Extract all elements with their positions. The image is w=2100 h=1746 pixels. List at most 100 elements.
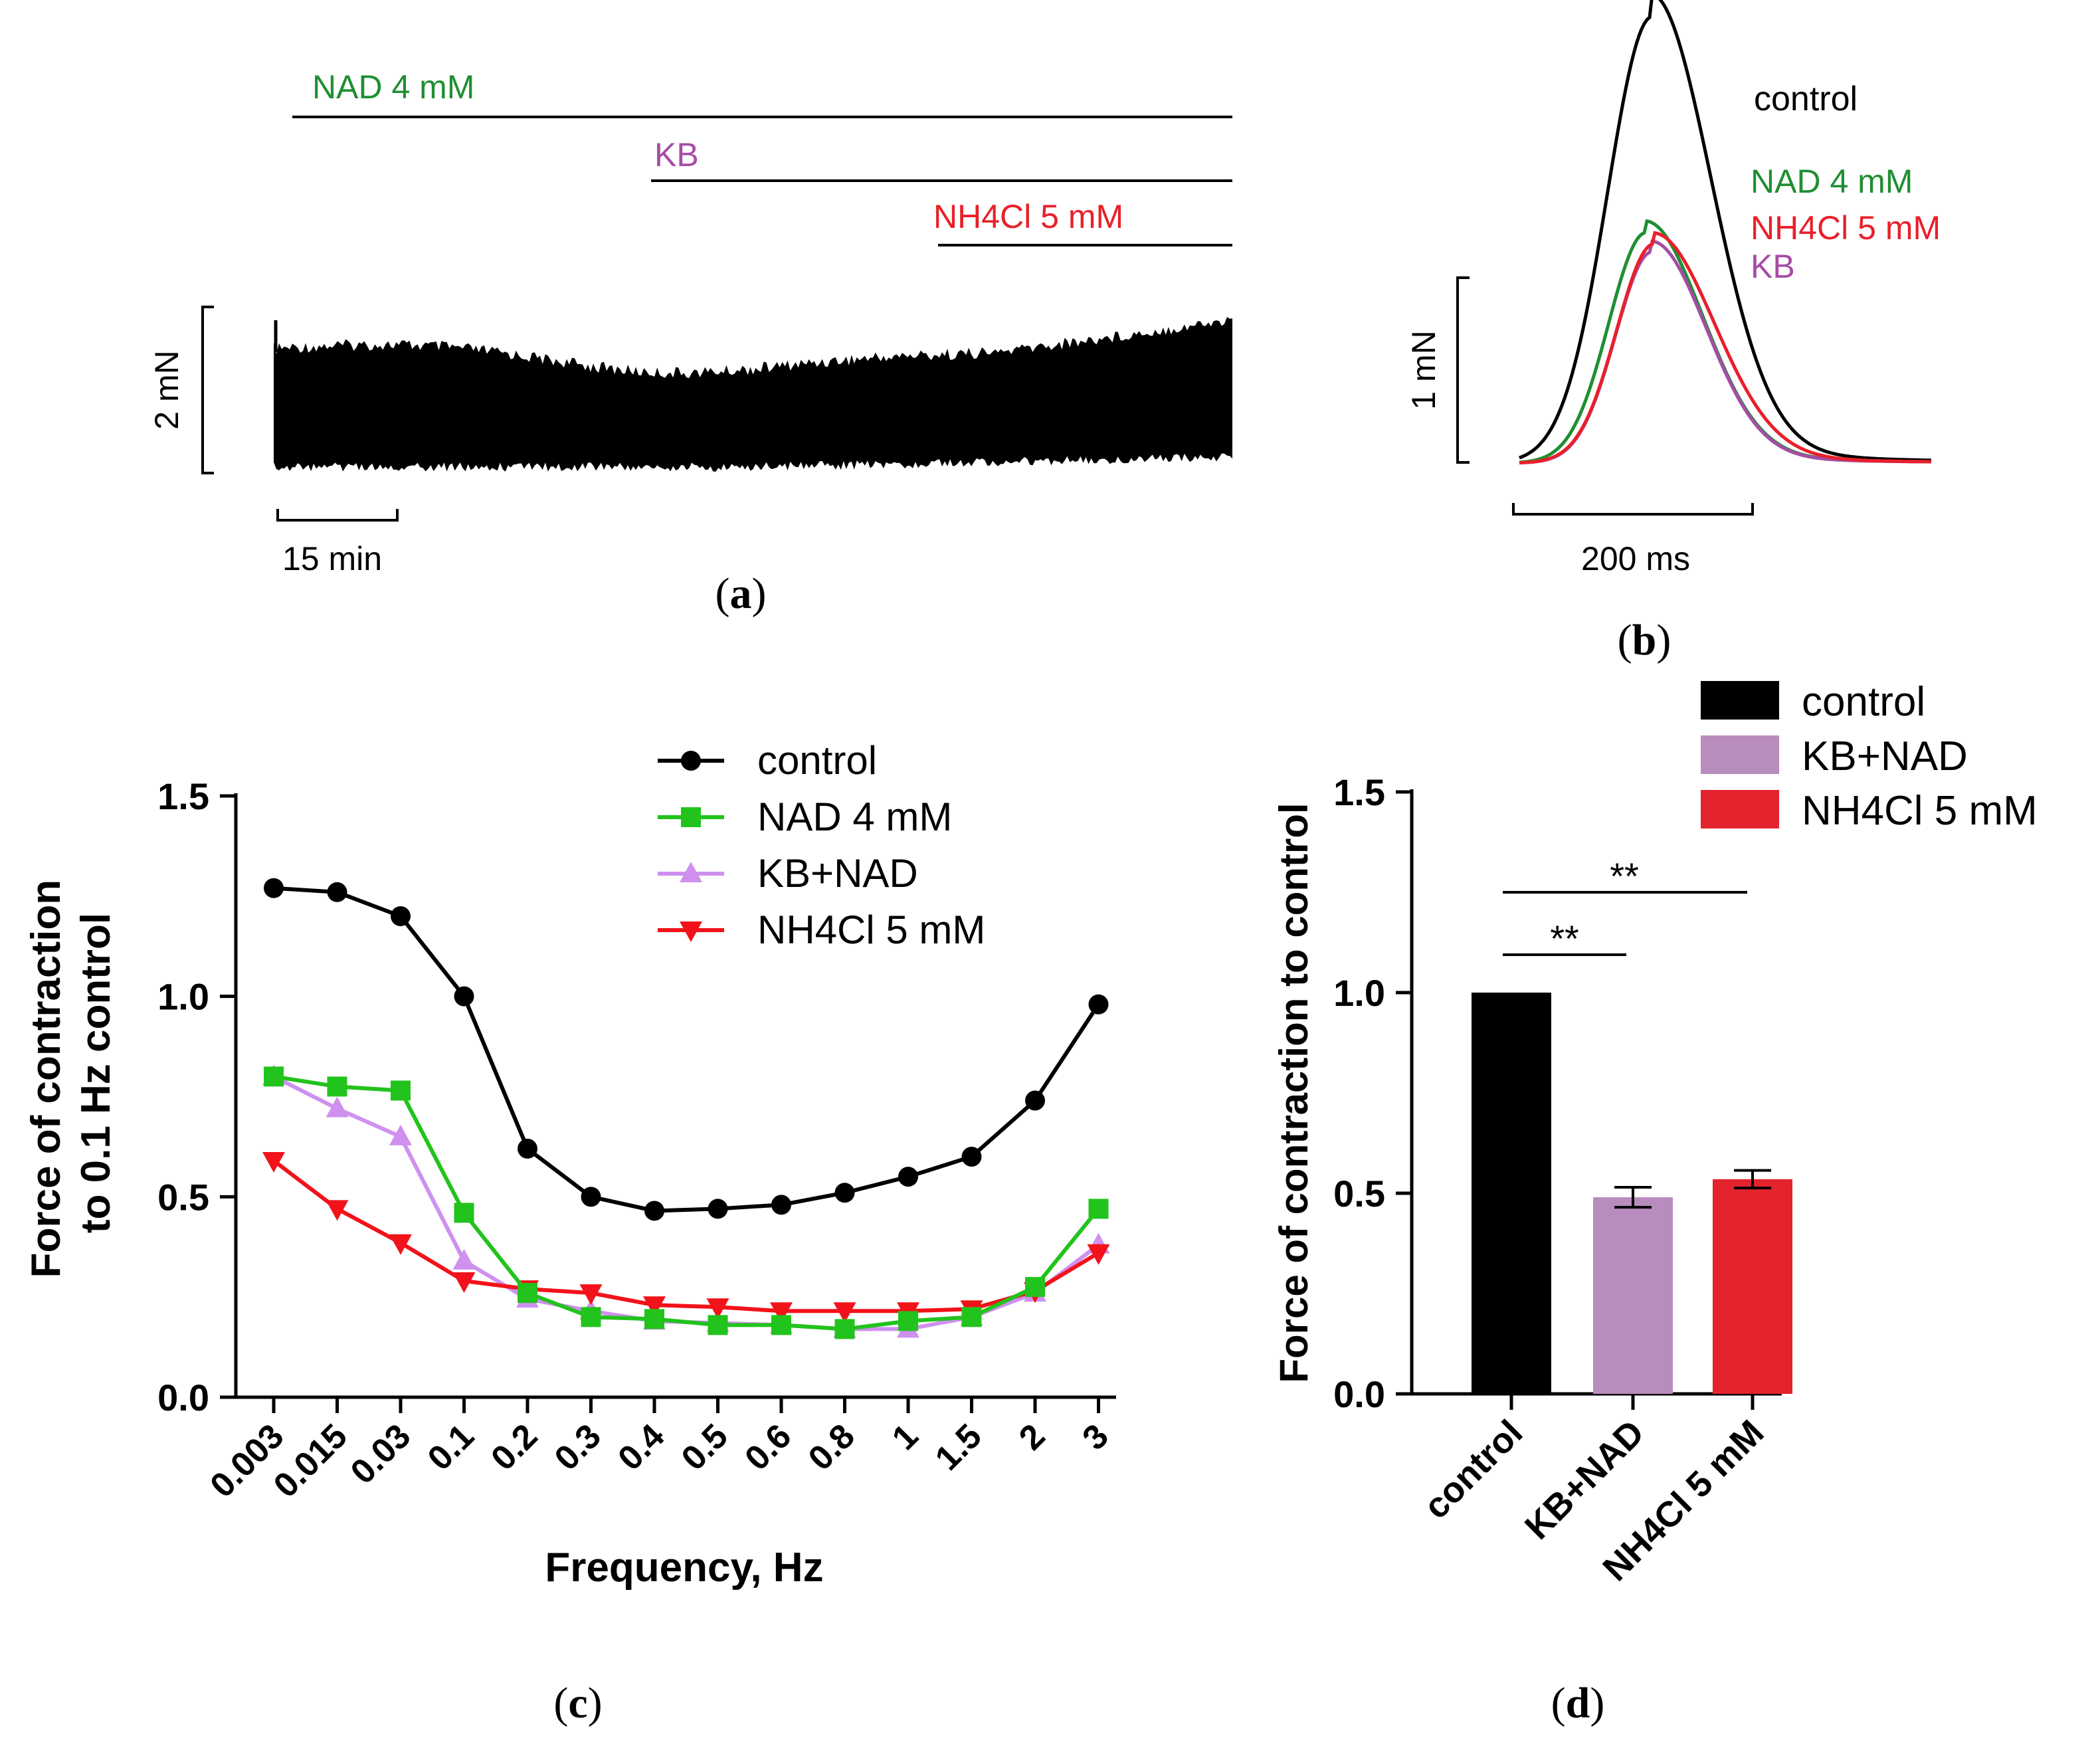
point-control — [1025, 1090, 1045, 1111]
treatment-label-kb: KB — [654, 136, 699, 173]
x-axis-label-c: Frequency, Hz — [545, 1545, 823, 1591]
point-control — [961, 1147, 982, 1167]
y-axis-label-d: Force of contraction to control — [1272, 803, 1316, 1383]
point-control — [327, 882, 347, 902]
y-tick-label-c: 0.5 — [157, 1176, 209, 1218]
legend-label-control: control — [757, 738, 877, 783]
point-nh4cl-5-mm — [389, 1234, 412, 1255]
point-nad-4-mm — [327, 1076, 347, 1097]
point-nad-4-mm — [1088, 1199, 1109, 1219]
y-tick-label-d: 0.0 — [1333, 1373, 1385, 1415]
legend-marker-kb-nad — [680, 862, 702, 882]
panel-d: 0.0 0.5 1.0 1.5 control KB+NAD NH4Cl 5 mM ** **… — [1272, 679, 2038, 1727]
panel-label-a: (a) — [716, 569, 767, 618]
contraction-trace — [274, 317, 1232, 472]
point-nad-4-mm — [644, 1309, 664, 1329]
point-nh4cl-5-mm — [326, 1200, 349, 1221]
significance-label: ** — [1550, 918, 1579, 959]
x-tick-label-c: 0.003 — [203, 1416, 291, 1505]
point-nh4cl-5-mm — [643, 1296, 666, 1317]
point-nad-4-mm — [391, 1080, 411, 1101]
x-tick-label-c: 1 — [885, 1416, 925, 1457]
x-tick-label-c: 0.4 — [611, 1416, 672, 1478]
y-tick-label-d: 1.0 — [1333, 972, 1385, 1014]
legend-label-control: control — [1802, 679, 1925, 725]
point-control — [581, 1187, 601, 1207]
point-nad-4-mm — [834, 1319, 855, 1339]
legend-c: control NAD 4 mM KB+NAD NH4Cl 5 mM — [658, 738, 985, 952]
series-line-control — [273, 886, 1101, 1213]
force-scale-bar-b — [1456, 276, 1470, 464]
point-control — [518, 1138, 537, 1159]
point-nh4cl-5-mm — [579, 1284, 603, 1306]
x-tick-label-c: 2 — [1012, 1416, 1052, 1457]
point-nh4cl-5-mm — [262, 1152, 285, 1173]
time-scale-label-b: 200 ms — [1581, 540, 1690, 577]
error-bar-kb-nad — [1614, 1185, 1652, 1209]
force-scale-bar — [201, 306, 214, 474]
point-control — [644, 1201, 664, 1221]
panel-label-d: (d) — [1551, 1679, 1605, 1727]
treatment-label-nad: NAD 4 mM — [312, 68, 474, 106]
series-line-nh4cl-5-mm — [272, 1159, 1100, 1313]
point-control — [1088, 994, 1109, 1015]
force-scale-label-b: 1 mN — [1405, 330, 1442, 409]
point-nad-4-mm — [264, 1066, 284, 1087]
legend-label-nh4cl-5-mm: NH4Cl 5 mM — [1802, 788, 2038, 834]
legend-control: control — [1754, 80, 1858, 118]
time-scale-label: 15 min — [282, 540, 382, 577]
x-tick-label-c: 0.5 — [674, 1416, 735, 1478]
legend-swatch-control — [1701, 681, 1779, 720]
series-line-nad-4-mm — [273, 1074, 1100, 1331]
x-tick-label-c: 0.6 — [737, 1416, 799, 1478]
point-control — [708, 1199, 728, 1219]
point-nad-4-mm — [771, 1315, 791, 1335]
bar-kb-nad — [1593, 1197, 1673, 1394]
legend-swatch-nh4cl-5-mm — [1701, 790, 1779, 828]
legend-nad: NAD 4 mM — [1751, 163, 1913, 200]
point-kb-nad — [326, 1096, 349, 1117]
legend-swatch-kb-nad — [1701, 735, 1779, 774]
y-tick-label-d: 0.5 — [1333, 1173, 1385, 1214]
point-nad-4-mm — [518, 1283, 537, 1304]
point-control — [454, 986, 474, 1007]
legend-label-kb-nad: KB+NAD — [1802, 733, 1968, 779]
legend-d: control KB+NAD NH4Cl 5 mM — [1701, 679, 2038, 834]
point-nh4cl-5-mm — [452, 1272, 476, 1294]
legend-marker-nh4cl-5-mm — [680, 922, 702, 942]
y-tick-label-c: 1.0 — [157, 976, 209, 1018]
point-control — [264, 878, 284, 898]
legend-label-nad-4-mm: NAD 4 mM — [757, 795, 952, 839]
panel-label-c: (c) — [553, 1679, 602, 1727]
legend-label-nh4cl-5-mm: NH4Cl 5 mM — [757, 908, 985, 952]
point-nad-4-mm — [1025, 1277, 1045, 1298]
point-nh4cl-5-mm — [833, 1302, 856, 1323]
force-scale-label: 2 mN — [148, 350, 185, 429]
series-c — [262, 878, 1110, 1339]
time-scale-bar-b — [1512, 503, 1754, 516]
legend-marker-nad-4-mm — [681, 807, 701, 827]
x-tick-label-d: control — [1416, 1412, 1531, 1527]
y-axis-label-c: Force of contraction to 0.1 Hz control — [23, 868, 119, 1278]
point-nh4cl-5-mm — [770, 1302, 793, 1323]
legend-nh4cl: NH4Cl 5 mM — [1751, 209, 1941, 246]
x-tick-label-c: 0.2 — [484, 1416, 545, 1478]
point-control — [834, 1183, 855, 1203]
x-tick-label-c: 0.03 — [343, 1416, 419, 1492]
x-tick-label-c: 0.015 — [266, 1416, 355, 1505]
point-nad-4-mm — [961, 1307, 982, 1327]
panel-label-b: (b) — [1618, 616, 1671, 664]
point-kb-nad — [452, 1248, 476, 1270]
panel-b: control NAD 4 mM NH4Cl 5 mM KB 1 mN 200 … — [1405, 0, 1941, 664]
x-tick-label-c: 0.1 — [421, 1416, 482, 1478]
point-nad-4-mm — [454, 1203, 474, 1223]
point-control — [391, 906, 411, 926]
point-kb-nad — [389, 1124, 412, 1145]
point-nh4cl-5-mm — [1087, 1244, 1110, 1265]
x-tick-label-c: 1.5 — [928, 1416, 989, 1478]
x-tick-label-c: 0.3 — [547, 1416, 609, 1478]
point-control — [771, 1195, 791, 1215]
